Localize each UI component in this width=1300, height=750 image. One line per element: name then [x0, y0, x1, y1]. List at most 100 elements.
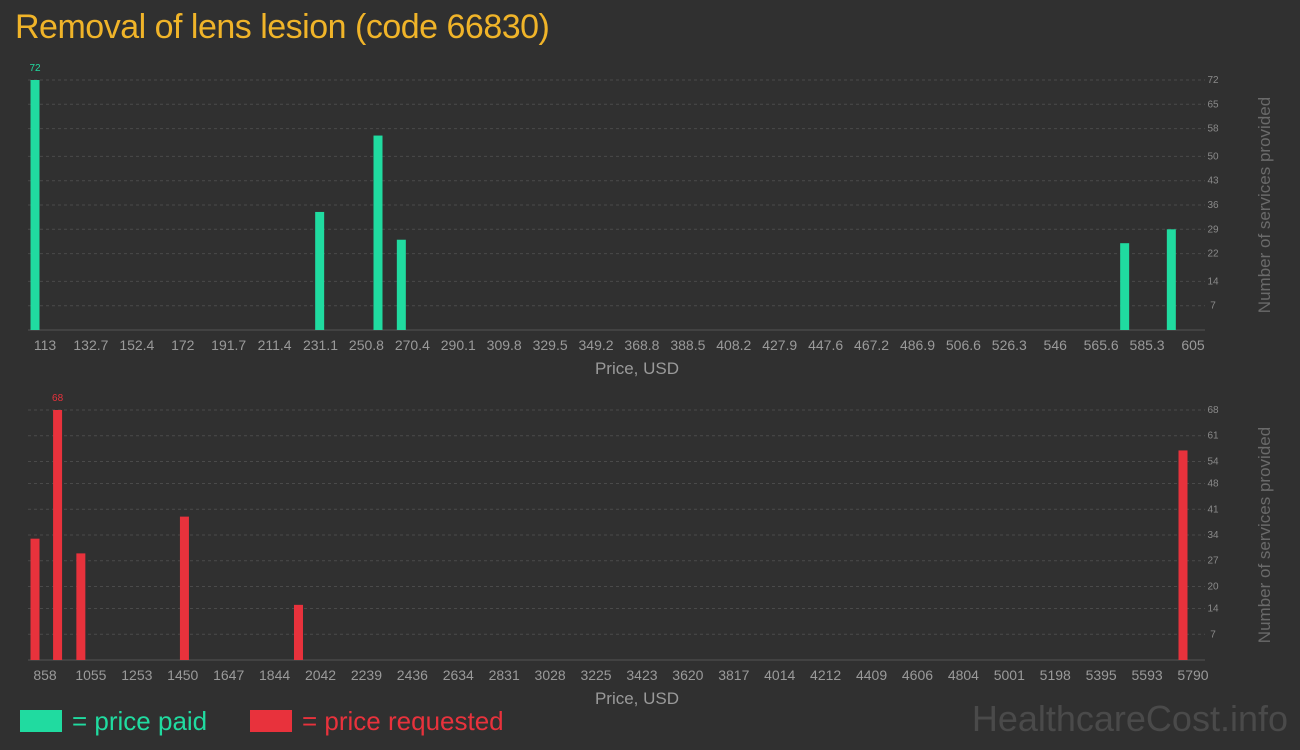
x-tick-label: 2831 [489, 667, 520, 683]
x-tick-label: 4409 [856, 667, 887, 683]
bar [373, 135, 383, 330]
chart-price-paid: 7 14 22 29 36 43 50 58 65 72 72 113 132.7 152.4 172 191… [28, 63, 1274, 378]
y-tick-label: 27 [1207, 556, 1219, 567]
x-tick-label: 191.7 [211, 337, 246, 353]
x-tick-label: 427.9 [762, 337, 797, 353]
y-tick-label: 22 [1207, 249, 1219, 260]
bar [179, 516, 189, 660]
legend-requested-swatch [250, 710, 292, 732]
x-tick-label: 2239 [351, 667, 382, 683]
x-tick-label: 2436 [397, 667, 428, 683]
x-tick-label: 290.1 [441, 337, 476, 353]
y-tick-label: 29 [1207, 224, 1219, 235]
bar [76, 553, 86, 660]
x-tick-label: 4014 [764, 667, 795, 683]
x-tick-label: 5198 [1040, 667, 1071, 683]
x-tick-label: 152.4 [119, 337, 154, 353]
x-tick-label: 231.1 [303, 337, 338, 353]
bar [1120, 243, 1130, 330]
x-tick-label: 113 [34, 337, 57, 353]
x-tick-label: 211.4 [258, 337, 292, 353]
y-tick-label: 7 [1210, 629, 1216, 640]
watermark: HealthcareCost.info [971, 698, 1288, 739]
x-tick-label: 467.2 [854, 337, 889, 353]
x-tick-label: 3225 [580, 667, 611, 683]
bar [315, 211, 325, 330]
x-tick-label: 2634 [443, 667, 474, 683]
y-tick-label: 43 [1207, 176, 1219, 187]
x-tick-label: 250.8 [349, 337, 384, 353]
legend-requested-label: = price requested [302, 705, 504, 736]
x-tick-label: 5593 [1132, 667, 1163, 683]
x-tick-label: 132.7 [73, 337, 108, 353]
x-tick-label: 3620 [672, 667, 703, 683]
x-tick-label: 172 [171, 337, 195, 353]
y-tick-label: 34 [1207, 530, 1219, 541]
x-tick-label: 1055 [75, 667, 106, 683]
bar [1178, 450, 1188, 660]
x-tick-label: 605 [1181, 337, 1205, 353]
y-tick-label: 61 [1207, 431, 1219, 442]
bar [30, 80, 40, 330]
x-tick-label: 526.3 [992, 337, 1027, 353]
x-tick-label: 3028 [535, 667, 566, 683]
x-tick-label: 4606 [902, 667, 933, 683]
x-tick-label: 2042 [305, 667, 336, 683]
x-tick-label: 309.8 [487, 337, 522, 353]
x-tick-label: 1647 [213, 667, 244, 683]
x-tick-label: 506.6 [946, 337, 981, 353]
x-tick-label: 1450 [167, 667, 198, 683]
y-tick-label: 50 [1207, 151, 1219, 162]
x-tick-label: 329.5 [533, 337, 568, 353]
legend-paid-swatch [20, 710, 62, 732]
y-axis-label: Number of services provided [1255, 97, 1274, 313]
x-tick-label: 1844 [259, 667, 290, 683]
y-tick-label: 20 [1207, 581, 1219, 592]
x-tick-label: 1253 [121, 667, 152, 683]
x-tick-label: 585.3 [1130, 337, 1165, 353]
x-tick-label: 565.6 [1084, 337, 1119, 353]
y-tick-label: 68 [1207, 405, 1219, 416]
x-tick-label: 546 [1044, 337, 1068, 353]
legend-requested: = price requested [250, 704, 504, 738]
y-tick-label: 72 [1207, 75, 1219, 86]
y-tick-label: 7 [1210, 301, 1216, 312]
y-tick-label: 65 [1207, 99, 1219, 110]
x-tick-label: 4212 [810, 667, 841, 683]
chart-price-requested: 7 14 20 27 34 41 48 54 61 68 68 858 1055 1253 1450 1647… [28, 393, 1274, 708]
legend-paid: = price paid [20, 704, 207, 738]
legend-paid-label: = price paid [72, 705, 208, 736]
x-tick-label: 858 [33, 667, 57, 683]
x-tick-label: 447.6 [808, 337, 843, 353]
x-axis-label: Price, USD [595, 359, 679, 378]
y-tick-label: 14 [1207, 604, 1219, 615]
y-tick-label: 58 [1207, 124, 1219, 135]
bar [30, 538, 40, 660]
bar [293, 604, 303, 660]
x-tick-label: 349.2 [579, 337, 614, 353]
y-tick-label: 14 [1207, 276, 1219, 287]
x-tick-label: 270.4 [395, 337, 430, 353]
x-axis-label: Price, USD [595, 689, 679, 708]
bar [53, 410, 63, 660]
x-tick-label: 486.9 [900, 337, 935, 353]
x-tick-label: 3423 [626, 667, 657, 683]
data-label: 68 [52, 393, 64, 404]
x-tick-label: 5001 [994, 667, 1025, 683]
y-tick-label: 41 [1207, 504, 1219, 515]
bar [1166, 229, 1176, 330]
chart-title: Removal of lens lesion (code 66830) [15, 8, 550, 46]
x-tick-label: 388.5 [670, 337, 705, 353]
x-tick-label: 368.8 [624, 337, 659, 353]
x-tick-label: 4804 [948, 667, 979, 683]
y-axis-label: Number of services provided [1255, 427, 1274, 643]
x-tick-label: 3817 [718, 667, 749, 683]
y-tick-label: 36 [1207, 200, 1219, 211]
bar [396, 239, 406, 330]
x-tick-label: 5790 [1177, 667, 1208, 683]
x-tick-label: 5395 [1086, 667, 1117, 683]
data-label: 72 [29, 63, 41, 74]
y-tick-label: 54 [1207, 456, 1219, 467]
x-tick-label: 408.2 [716, 337, 751, 353]
